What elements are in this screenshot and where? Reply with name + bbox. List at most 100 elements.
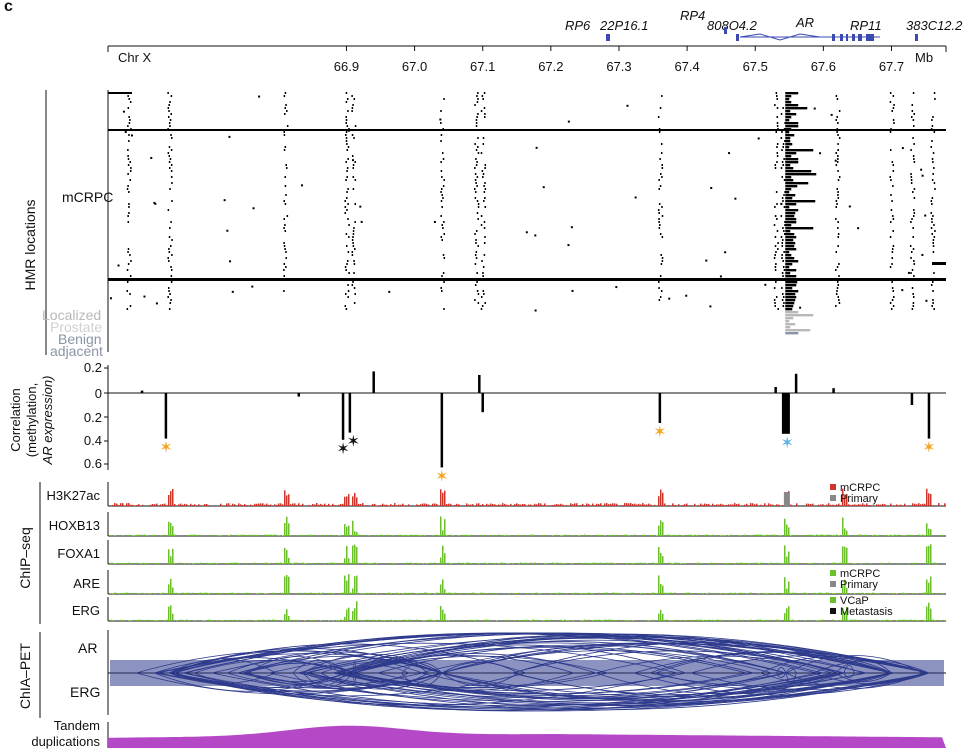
- chipseq-signal: [394, 593, 396, 594]
- chipseq-signal: [910, 619, 912, 621]
- hmr-panel: HMR locations mCRPC Localized Prostate B…: [22, 90, 946, 359]
- chipseq-signal: [228, 562, 230, 564]
- chipseq-signal: [290, 504, 292, 506]
- chipseq-signal: [280, 503, 282, 506]
- hmr-mark: [345, 269, 347, 271]
- chipseq-signal: [928, 545, 930, 564]
- chipseq-signal: [134, 505, 136, 506]
- chipseq-signal: [720, 619, 722, 621]
- chipseq-signal: [842, 608, 844, 621]
- hmr-mark: [773, 257, 776, 259]
- chipseq-signal: [626, 620, 628, 621]
- chipseq-signal: [616, 503, 618, 506]
- correlation-bar: [140, 390, 144, 393]
- chipseq-signal: [368, 619, 370, 621]
- chipseq-signal: [216, 535, 218, 536]
- chipseq-signal: [864, 534, 866, 536]
- chipseq-signal: [640, 562, 642, 564]
- hmr-mark: [785, 245, 795, 248]
- chipseq-signal: [848, 504, 850, 506]
- chipseq-signal: [484, 619, 486, 621]
- hmr-mark: [734, 197, 737, 200]
- chipseq-signal: [416, 562, 418, 564]
- hmr-mark: [837, 236, 840, 238]
- chipseq-signal: [684, 593, 686, 594]
- chipseq-signal: [198, 504, 200, 506]
- chipseq-signal: [114, 503, 116, 506]
- chipseq-signal: [118, 504, 120, 506]
- chipseq-signal: [906, 592, 908, 594]
- chipseq-signal: [672, 620, 674, 621]
- hmr-mark: [130, 167, 132, 169]
- chipseq-signal: [490, 503, 492, 506]
- hmr-mark: [285, 257, 287, 259]
- chipseq-signal: [762, 505, 764, 506]
- chipseq-signal: [828, 503, 830, 506]
- chipseq-signal: [228, 503, 230, 506]
- chipseq-signal: [940, 534, 942, 536]
- hmr-mark: [168, 290, 170, 292]
- hmr-mark: [440, 161, 442, 163]
- chipseq-signal: [768, 503, 770, 506]
- hmr-mark: [170, 170, 173, 172]
- chipseq-signal: [168, 521, 170, 536]
- hmr-mark: [483, 221, 486, 223]
- chipseq-signal: [598, 592, 600, 594]
- chipseq-signal: [180, 619, 182, 621]
- chipseq-signal: [262, 503, 264, 506]
- chipseq-signal: [560, 503, 562, 506]
- chipseq-signal: [298, 503, 300, 506]
- hmr-mark: [128, 122, 131, 124]
- chipseq-signal: [596, 503, 598, 506]
- hmr-mark: [353, 98, 356, 100]
- gene-model: [736, 34, 739, 41]
- hmr-mark: [441, 275, 443, 277]
- chipseq-signal: [296, 562, 298, 564]
- chipseq-signal: [226, 620, 228, 621]
- hmr-mark: [891, 200, 893, 202]
- hmr-mark: [571, 289, 574, 292]
- chipseq-signal: [796, 503, 798, 506]
- hmr-mark: [353, 302, 356, 304]
- chipseq-signal: [786, 588, 788, 594]
- chipseq-signal: [924, 535, 926, 536]
- chipseq-signal: [582, 503, 584, 506]
- chipseq-signal: [334, 504, 336, 506]
- chipseq-signal: [898, 619, 900, 621]
- chipseq-signal: [646, 620, 648, 621]
- hmr-mark: [891, 257, 893, 259]
- hmr-mark: [347, 290, 350, 292]
- chipseq-signal: [508, 563, 510, 564]
- chipseq-signal: [174, 563, 176, 564]
- hmr-mark: [892, 95, 895, 97]
- chipseq-signal: [206, 592, 208, 594]
- chipseq-signal: [110, 593, 112, 594]
- significance-stars: ✶ ✶✶✶✶✶ ✶: [159, 422, 935, 485]
- chipseq-signal: [818, 620, 820, 621]
- chipseq-signal: [894, 505, 896, 506]
- chipseq-signal: [466, 503, 468, 506]
- chipseq-signal: [418, 593, 420, 594]
- hmr-mark: [835, 206, 837, 208]
- chipseq-signal: [144, 534, 146, 536]
- chipseq-signal: [928, 582, 930, 594]
- chipseq-signal: [766, 619, 768, 621]
- chipseq-signal: [936, 619, 938, 621]
- correlation-title-line2: (methylation,: [24, 383, 39, 457]
- correlation-bar: [297, 393, 301, 397]
- chipseq-signal: [626, 563, 628, 564]
- chipseq-signal: [416, 504, 418, 506]
- chipseq-signal: [122, 503, 124, 506]
- hmr-mark: [783, 194, 785, 196]
- group-label-benign: Benign: [58, 331, 102, 347]
- hmr-mark: [169, 119, 172, 121]
- chipseq-signal: [600, 619, 602, 621]
- hmr-mark: [352, 104, 354, 106]
- chipseq-signal: [572, 504, 574, 506]
- hmr-mark: [836, 203, 838, 205]
- chipseq-signal: [834, 593, 836, 594]
- hmr-mark: [285, 194, 287, 196]
- chipseq-signal: [310, 592, 312, 594]
- chipseq-signal: [792, 619, 794, 621]
- chipseq-signal: [502, 535, 504, 536]
